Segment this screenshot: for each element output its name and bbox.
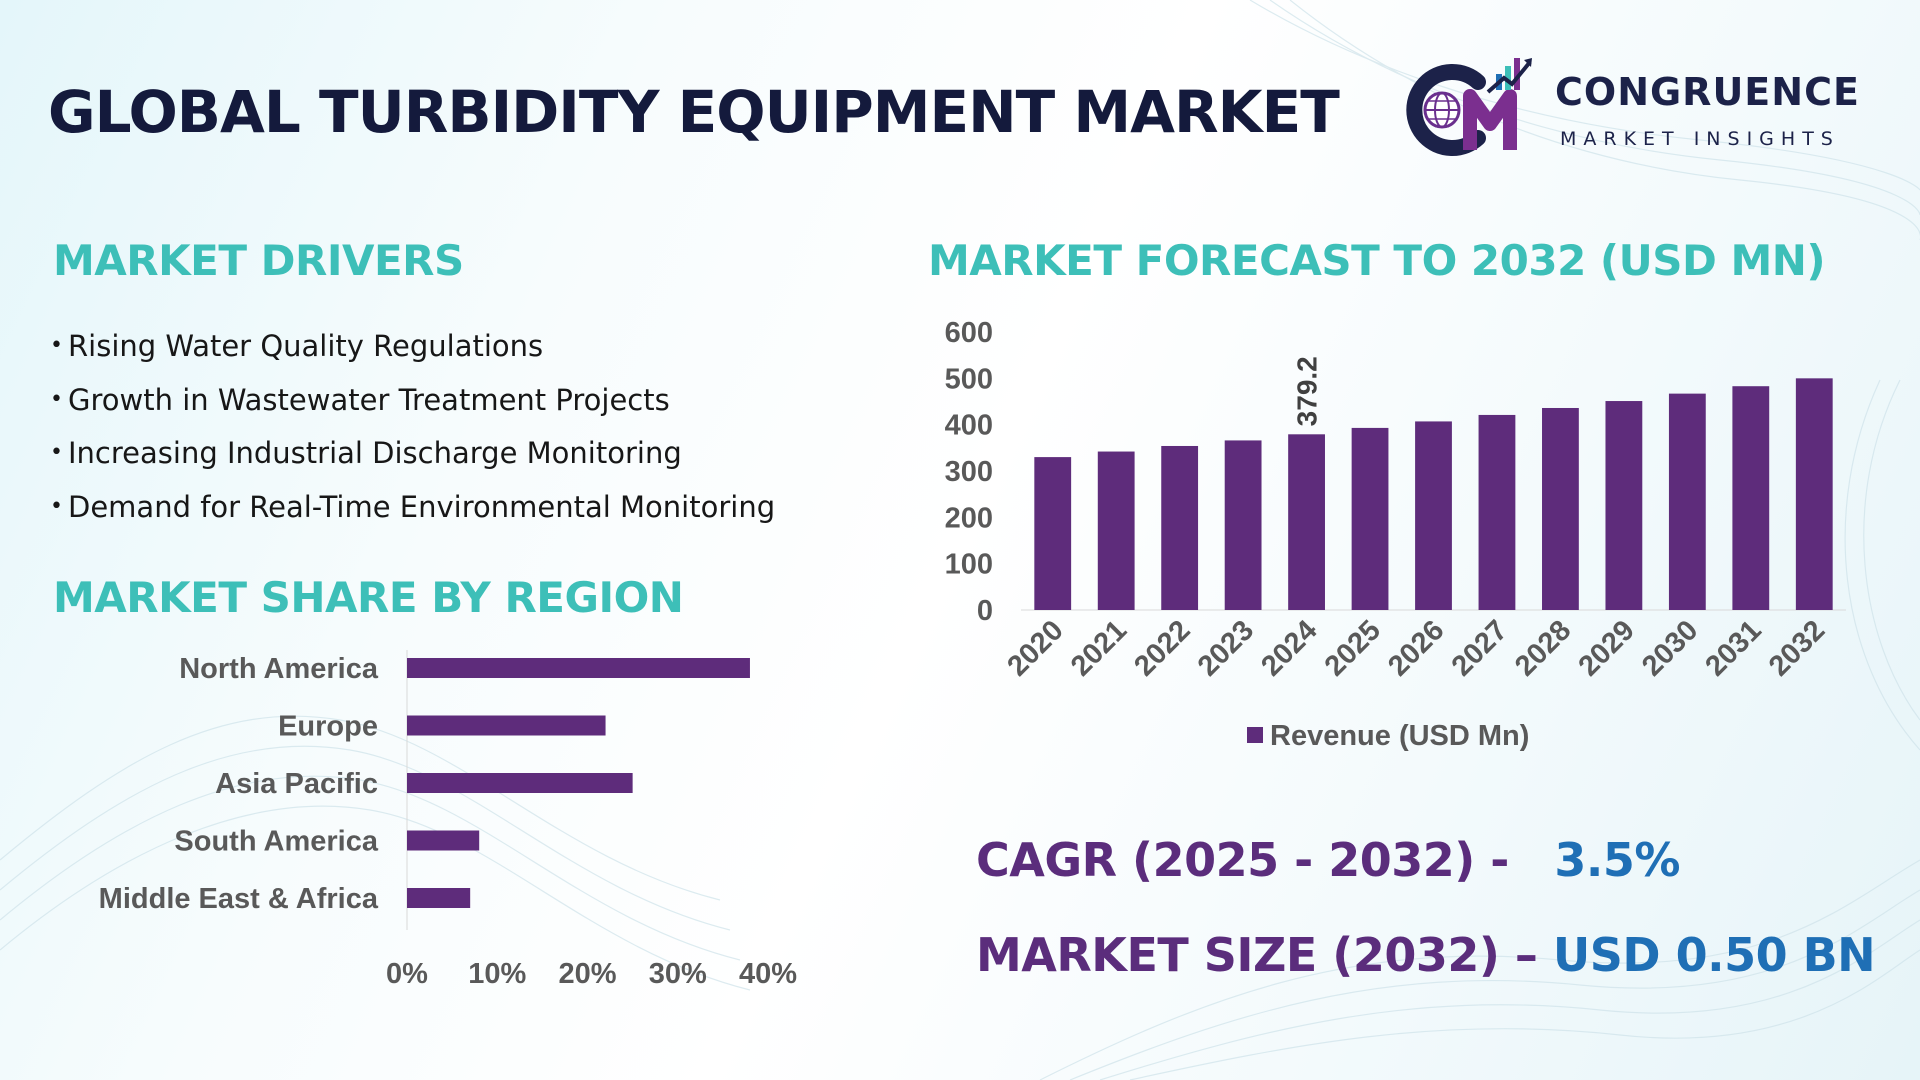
page-title: GLOBAL TURBIDITY EQUIPMENT MARKET	[48, 78, 1340, 146]
region-share-chart: North America Europe Asia Pacific South Ame…	[99, 650, 797, 990]
cm-logo-mark	[1406, 58, 1532, 156]
region-category-label: Europe	[278, 711, 378, 743]
forecast-y-tick-label: 0	[977, 595, 993, 627]
forecast-y-tick-label: 200	[945, 502, 993, 534]
company-logo: CONGRUENCE MARKET INSIGHTS	[1400, 52, 1880, 162]
cagr-stat: CAGR (2025 - 2032) - 3.5%	[976, 833, 1680, 887]
forecast-bar	[1795, 378, 1833, 610]
forecast-x-tick-label: 2030	[1636, 614, 1704, 682]
forecast-bar	[1668, 393, 1706, 610]
forecast-legend-label: Revenue (USD Mn)	[1270, 720, 1529, 752]
cagr-value: 3.5%	[1554, 833, 1680, 887]
region-bar	[407, 888, 471, 908]
forecast-bar	[1288, 434, 1325, 610]
region-x-tick-label: 0%	[386, 958, 428, 990]
forecast-bar	[1478, 414, 1516, 610]
forecast-bar	[1224, 440, 1262, 610]
region-x-tick-label: 10%	[468, 958, 526, 990]
forecast-bar	[1542, 407, 1579, 610]
market-size-stat: MARKET SIZE (2032) – USD 0.50 BN	[976, 928, 1876, 982]
region-x-tick-label: 30%	[649, 958, 707, 990]
logo-subtitle: MARKET INSIGHTS	[1560, 128, 1840, 150]
forecast-heading: MARKET FORECAST TO 2032 (USD MN)	[928, 236, 1826, 285]
forecast-x-tick-label: 2023	[1192, 614, 1260, 682]
driver-item: • Demand for Real-Time Environmental Moni…	[50, 489, 776, 524]
forecast-data-label: 379.2	[1292, 356, 1323, 426]
forecast-x-tick-label: 2024	[1255, 614, 1323, 682]
region-heading: MARKET SHARE BY REGION	[53, 573, 684, 622]
region-category-label: Middle East & Africa	[99, 883, 379, 915]
forecast-bar	[1097, 451, 1135, 610]
region-bar	[407, 658, 750, 678]
drivers-list: • Rising Water Quality Regulations • Growt…	[50, 322, 775, 536]
forecast-bar	[1732, 386, 1770, 610]
region-x-tick-label: 20%	[558, 958, 616, 990]
forecast-y-tick-label: 300	[945, 456, 993, 488]
forecast-y-tick-label: 100	[945, 549, 993, 581]
forecast-y-tick-label: 500	[945, 363, 993, 395]
forecast-x-tick-label: 2026	[1382, 614, 1450, 682]
forecast-x-tick-label: 2029	[1573, 614, 1641, 682]
forecast-bar	[1605, 401, 1643, 610]
forecast-y-tick-label: 600	[945, 317, 993, 349]
region-category-label: South America	[174, 826, 378, 858]
driver-item: • Rising Water Quality Regulations	[50, 329, 544, 363]
forecast-x-tick-label: 2025	[1319, 614, 1387, 682]
region-category-label: Asia Pacific	[215, 768, 378, 800]
forecast-y-tick-label: 400	[945, 410, 993, 442]
driver-item: • Increasing Industrial Discharge Monitor…	[50, 436, 682, 470]
forecast-bar	[1161, 445, 1199, 610]
forecast-legend-swatch	[1247, 727, 1263, 743]
forecast-x-tick-label: 2027	[1446, 614, 1514, 682]
logo-name: CONGRUENCE	[1555, 70, 1860, 114]
forecast-x-tick-label: 2028	[1509, 614, 1577, 682]
market-size-value: USD 0.50 BN	[1552, 928, 1876, 982]
forecast-x-tick-label: 2022	[1128, 614, 1196, 682]
region-category-label: North America	[179, 653, 379, 685]
region-bar	[407, 830, 480, 851]
drivers-heading: MARKET DRIVERS	[53, 236, 464, 285]
forecast-x-tick-label: 2032	[1763, 614, 1831, 682]
region-bar	[407, 715, 606, 736]
cagr-label: CAGR (2025 - 2032) -	[976, 833, 1509, 887]
driver-item: • Growth in Wastewater Treatment Projects	[50, 382, 670, 417]
market-size-label: MARKET SIZE (2032) –	[976, 928, 1538, 982]
forecast-x-tick-label: 2031	[1700, 614, 1768, 682]
forecast-x-tick-label: 2021	[1065, 614, 1133, 682]
forecast-x-tick-label: 2020	[1001, 614, 1069, 682]
region-x-tick-label: 40%	[739, 958, 797, 990]
forecast-bar	[1415, 421, 1452, 610]
region-bar	[407, 773, 633, 793]
forecast-bar	[1351, 427, 1389, 610]
forecast-bar	[1034, 457, 1072, 610]
